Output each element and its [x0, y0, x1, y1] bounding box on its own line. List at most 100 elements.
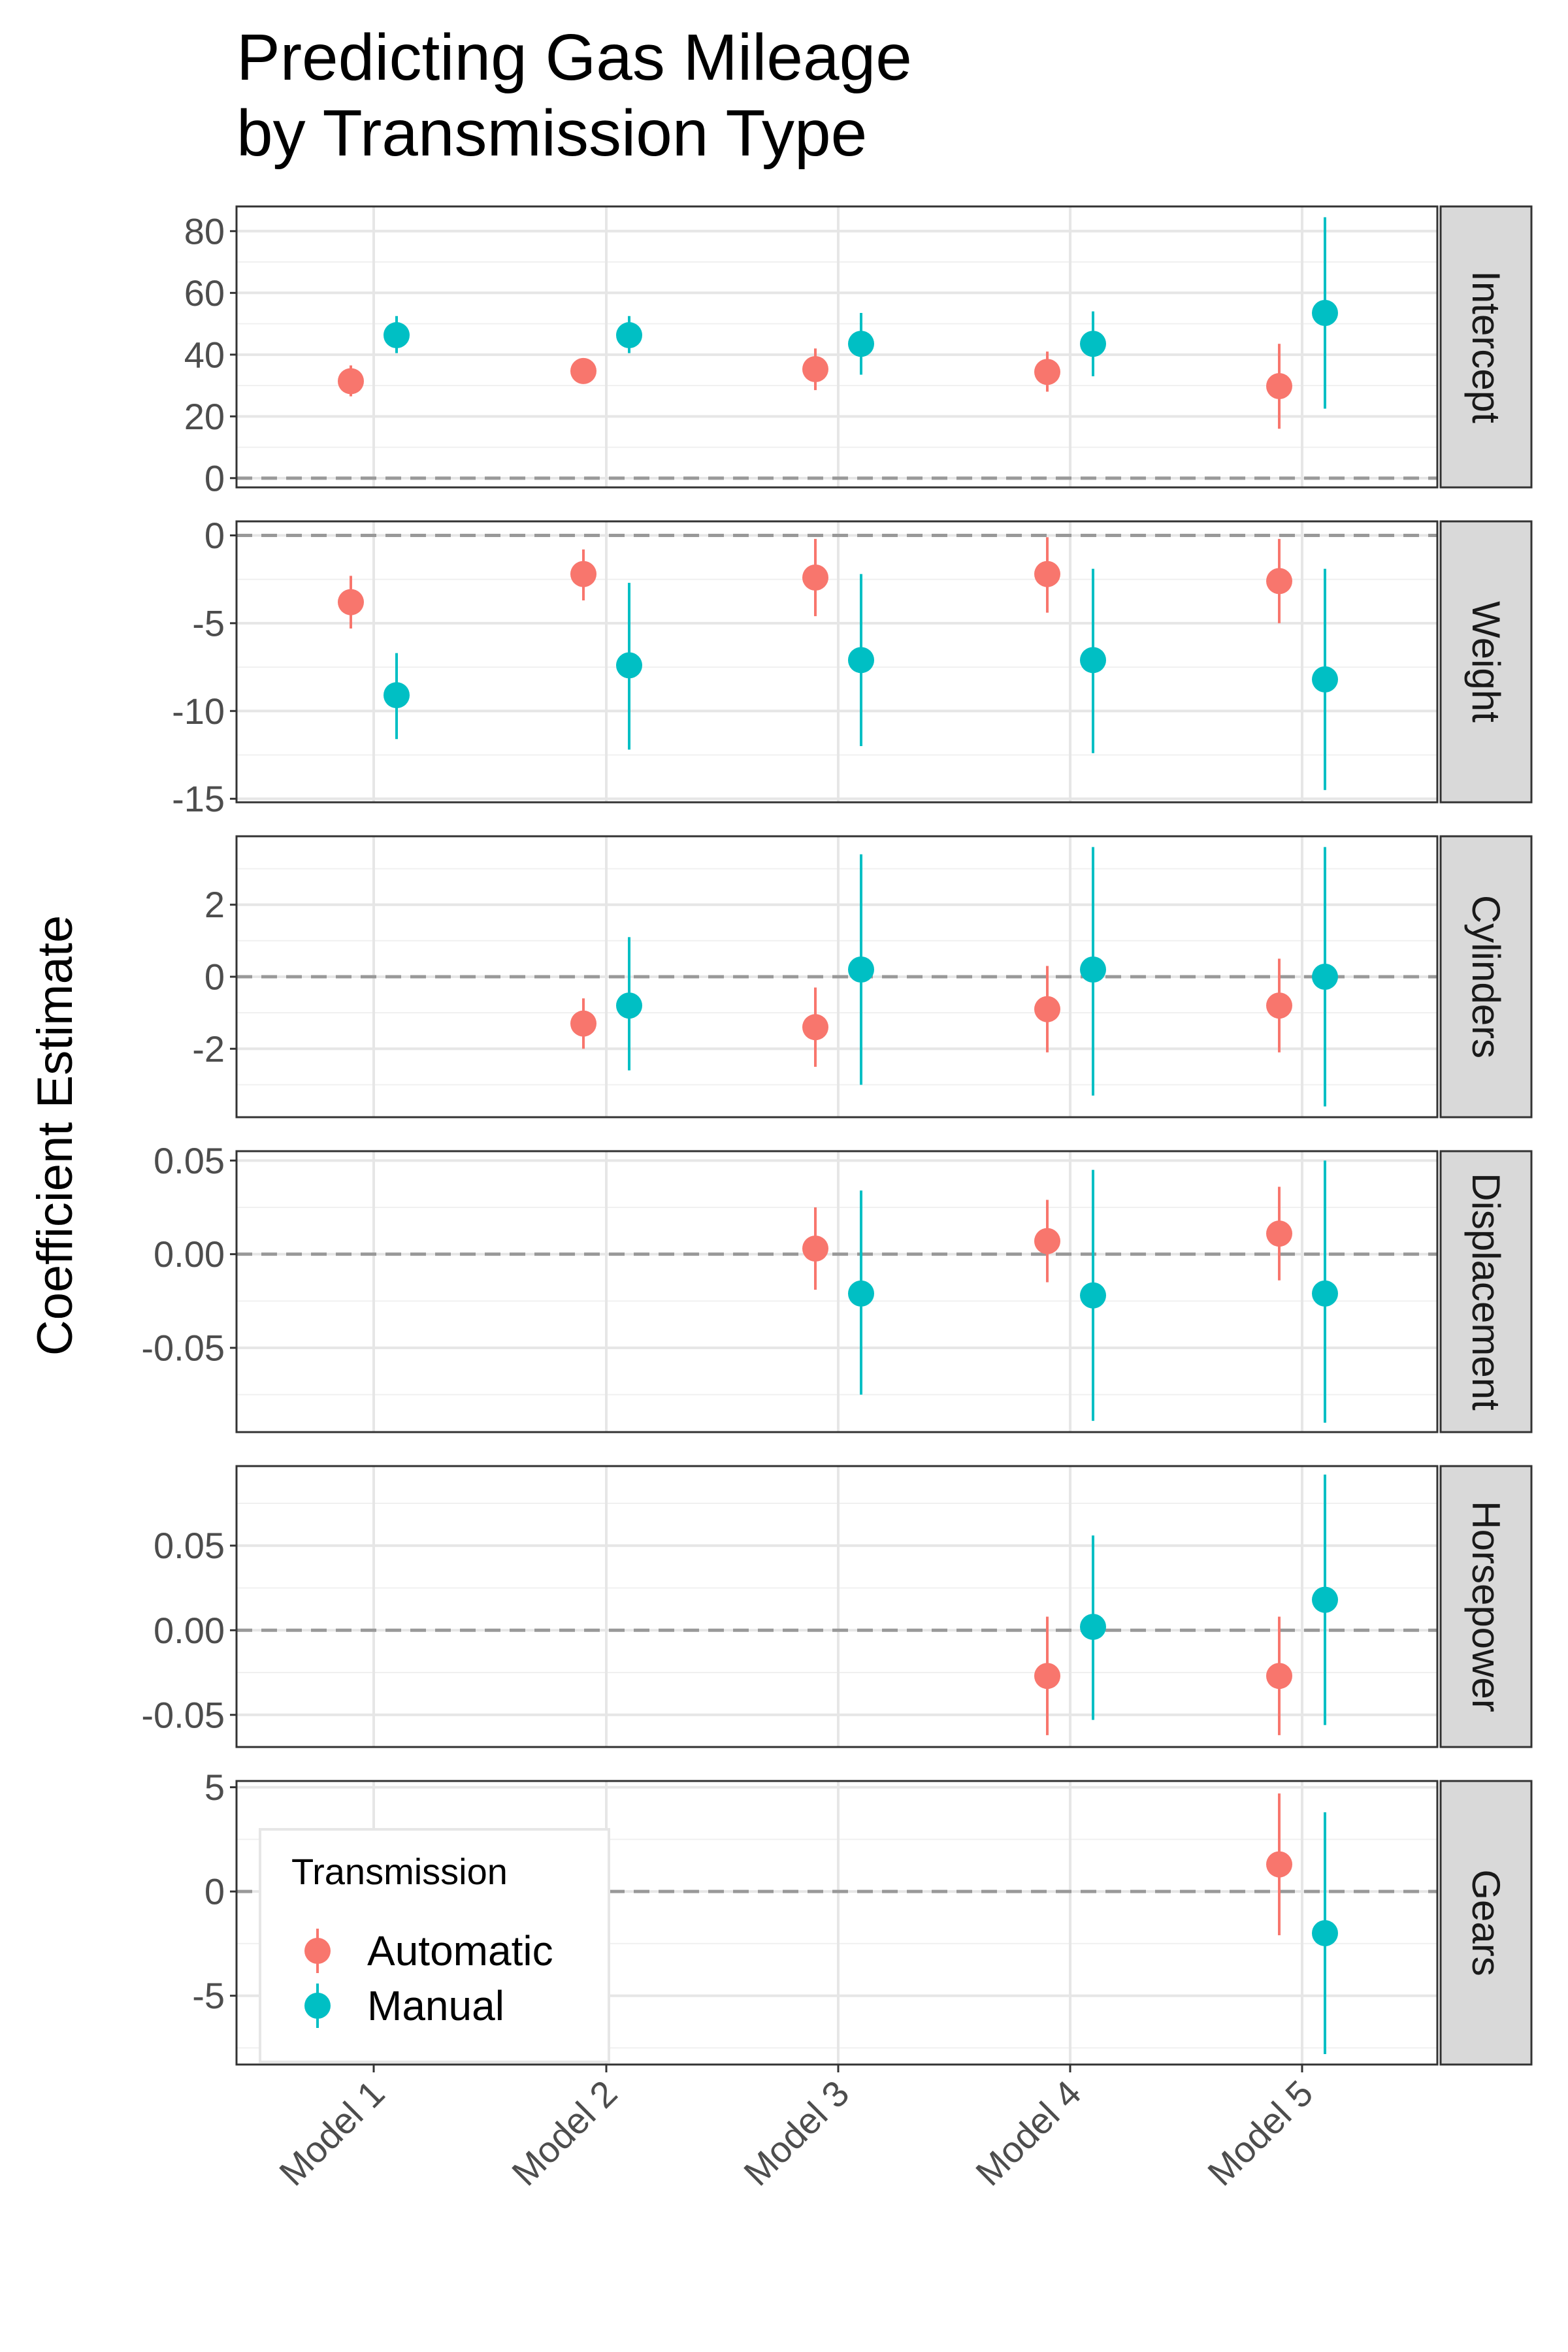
- legend-label-manual: Manual: [367, 1982, 504, 2029]
- point-estimate: [1034, 1228, 1060, 1254]
- y-tick-label: -5: [192, 1975, 225, 2016]
- x-tick-label: Model 4: [968, 2072, 1088, 2193]
- legend-label-automatic: Automatic: [367, 1927, 553, 1974]
- chart-title-line: Predicting Gas Mileage: [237, 21, 912, 94]
- point-estimate: [802, 1235, 828, 1262]
- x-tick-label: Model 1: [271, 2072, 392, 2193]
- x-tick-label: Model 2: [504, 2072, 625, 2193]
- point-estimate: [570, 561, 596, 587]
- y-tick-label: -0.05: [141, 1694, 225, 1735]
- point-estimate: [1080, 331, 1106, 357]
- y-tick-label: 40: [184, 334, 225, 375]
- facet-strip-label: Cylinders: [1464, 895, 1508, 1058]
- point-estimate: [1266, 1851, 1292, 1878]
- chart-title-line: by Transmission Type: [237, 97, 867, 170]
- point-estimate: [1312, 1280, 1338, 1307]
- legend-key-point: [304, 1993, 331, 2019]
- point-estimate: [570, 357, 596, 384]
- facet-strip-label: Gears: [1464, 1869, 1508, 1976]
- point-estimate: [802, 356, 828, 383]
- point-estimate: [1266, 992, 1292, 1019]
- y-tick-label: 0.05: [154, 1525, 225, 1566]
- y-tick-label: 0: [204, 515, 225, 556]
- y-tick-label: -0.05: [141, 1328, 225, 1369]
- x-tick-label: Model 3: [736, 2072, 857, 2193]
- x-tick-label: Model 5: [1200, 2072, 1320, 2193]
- legend-key-point: [304, 1938, 331, 1964]
- point-estimate: [1312, 1586, 1338, 1613]
- facet-panel-horsepower: 0.05 0.00 -0.05 Horsepower: [141, 1465, 1533, 1748]
- y-tick-label: -15: [172, 778, 225, 819]
- point-estimate: [848, 647, 874, 674]
- point-estimate: [1034, 996, 1060, 1022]
- y-tick-label: 0.00: [154, 1233, 225, 1275]
- panel-border: [235, 1780, 1439, 2066]
- y-tick-label: 20: [184, 396, 225, 437]
- y-tick-label: 0: [204, 457, 225, 498]
- facet-strip: [1439, 1150, 1533, 1433]
- point-estimate: [616, 992, 642, 1019]
- y-tick-label: -5: [192, 602, 225, 644]
- point-estimate: [616, 652, 642, 679]
- y-tick-label: 2: [204, 884, 225, 925]
- point-estimate: [1266, 1220, 1292, 1247]
- y-tick-label: 0.05: [154, 1140, 225, 1181]
- facet-strip: [1439, 520, 1533, 804]
- point-estimate: [338, 589, 364, 615]
- y-axis-title-text: Coefficient Estimate: [27, 915, 83, 1356]
- y-tick-label: 80: [184, 210, 225, 252]
- point-estimate: [802, 564, 828, 591]
- point-estimate: [1034, 1663, 1060, 1690]
- facet-panel-cylinders: 2 0 -2 Cylinders: [192, 835, 1533, 1119]
- y-tick-label: 60: [184, 272, 225, 314]
- y-tick-label: 0: [204, 1871, 225, 1912]
- y-axis-title: Coefficient Estimate: [27, 915, 83, 1356]
- point-estimate: [1312, 964, 1338, 990]
- point-estimate: [616, 322, 642, 349]
- facet-strip-label: Horsepower: [1464, 1501, 1508, 1712]
- panel-border: [235, 1465, 1439, 1748]
- point-estimate: [384, 682, 410, 709]
- y-tick-label: -10: [172, 691, 225, 732]
- point-estimate: [848, 1280, 874, 1307]
- point-estimate: [570, 1010, 596, 1037]
- y-tick-label: 0.00: [154, 1610, 225, 1651]
- point-estimate: [1312, 1919, 1338, 1946]
- x-axis: Model 1 Model 2 Model 3 Model 4 Model 5: [271, 2065, 1320, 2193]
- legend: Transmission Automatic Manual: [259, 1828, 610, 2063]
- point-estimate: [1266, 1663, 1292, 1690]
- facet-panel-intercept: 0 20 40 60 80 Intercept: [184, 205, 1533, 498]
- point-estimate: [1034, 359, 1060, 385]
- facet-strip: [1439, 835, 1533, 1119]
- y-tick-label: -2: [192, 1028, 225, 1070]
- y-tick-label: 5: [204, 1767, 225, 1808]
- panel-border: [235, 205, 1439, 489]
- facet-strip: [1439, 1780, 1533, 2066]
- point-estimate: [1266, 373, 1292, 400]
- point-estimate: [1312, 666, 1338, 693]
- point-estimate: [338, 368, 364, 395]
- panel-border: [235, 520, 1439, 804]
- facet-strip: [1439, 1465, 1533, 1748]
- legend-title: Transmission: [291, 1851, 508, 1892]
- facet-panel-weight: 0 -5 -10 -15 Weight: [172, 515, 1533, 819]
- point-estimate: [802, 1014, 828, 1041]
- y-tick-label: 0: [204, 956, 225, 998]
- facet-strip: [1439, 205, 1533, 489]
- facet-strip-label: Displacement: [1464, 1173, 1508, 1411]
- facet-strip-label: Weight: [1464, 601, 1508, 723]
- facet-panel-displacement: 0.05 0.00 -0.05 Displacement: [141, 1140, 1533, 1433]
- point-estimate: [1080, 647, 1106, 674]
- point-estimate: [1080, 1282, 1106, 1309]
- panel-border: [235, 1150, 1439, 1433]
- point-estimate: [1034, 561, 1060, 587]
- point-estimate: [1266, 568, 1292, 595]
- point-estimate: [848, 331, 874, 357]
- point-estimate: [848, 956, 874, 983]
- facet-strip-label: Intercept: [1464, 270, 1508, 423]
- point-estimate: [1312, 300, 1338, 327]
- point-estimate: [384, 322, 410, 349]
